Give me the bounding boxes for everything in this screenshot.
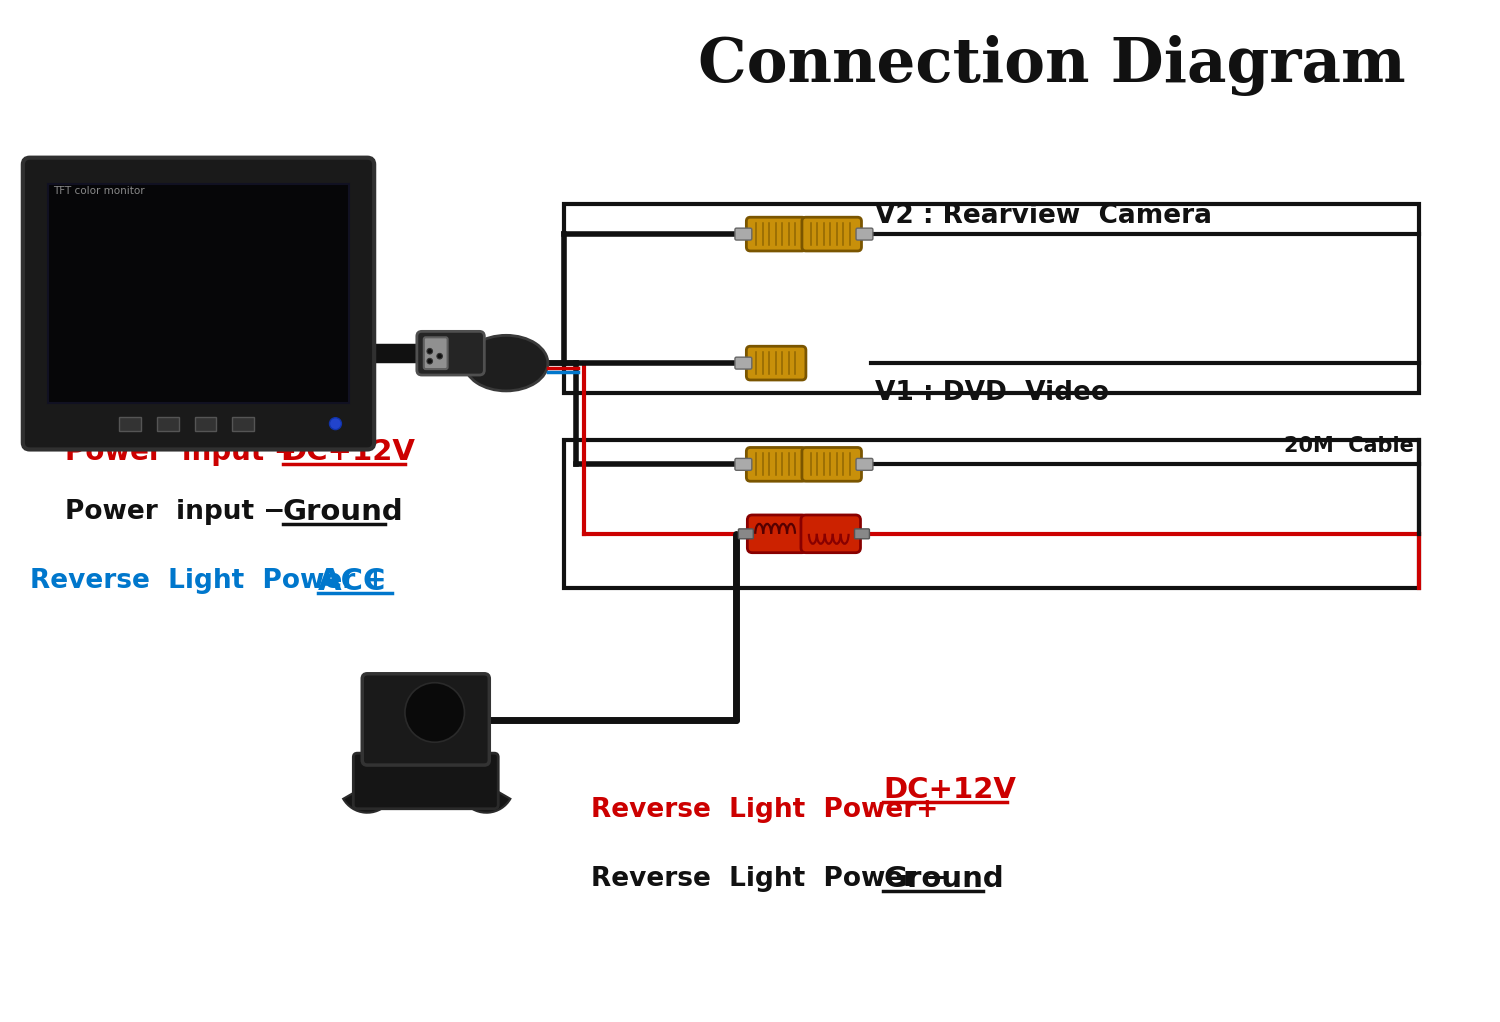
Bar (48, 184, 350, 403)
Text: Reverse  Light  Power +: Reverse Light Power + (30, 568, 386, 595)
Circle shape (444, 690, 448, 694)
FancyBboxPatch shape (417, 331, 484, 375)
Text: Ground: Ground (884, 866, 1004, 893)
Circle shape (432, 686, 436, 691)
Circle shape (416, 693, 454, 733)
FancyBboxPatch shape (747, 218, 806, 251)
Bar (158, 417, 178, 430)
FancyBboxPatch shape (802, 218, 861, 251)
FancyBboxPatch shape (363, 673, 489, 765)
Text: ACC: ACC (318, 567, 386, 596)
FancyBboxPatch shape (22, 157, 374, 450)
Text: V1 : DVD  Video: V1 : DVD Video (876, 380, 1110, 406)
FancyBboxPatch shape (801, 515, 861, 553)
Text: Connection Diagram: Connection Diagram (698, 35, 1406, 96)
Text: V2 : Rearview  Camera: V2 : Rearview Camera (876, 203, 1212, 229)
FancyBboxPatch shape (855, 528, 870, 539)
Bar (564, 204, 1419, 392)
Circle shape (453, 722, 458, 727)
Circle shape (424, 701, 445, 724)
Text: Power  input +: Power input + (64, 438, 297, 466)
Circle shape (411, 698, 417, 703)
FancyBboxPatch shape (735, 228, 752, 240)
Text: Reverse  Light  Power+: Reverse Light Power+ (591, 797, 938, 823)
FancyBboxPatch shape (856, 459, 873, 470)
Bar (232, 417, 254, 430)
Text: 20M  Cable: 20M Cable (1284, 436, 1414, 457)
Text: DC+12V: DC+12V (884, 776, 1016, 804)
Text: Power  input −: Power input − (64, 499, 285, 525)
Text: Ground: Ground (284, 498, 404, 526)
Bar (195, 417, 216, 430)
Circle shape (420, 731, 426, 736)
FancyBboxPatch shape (738, 528, 753, 539)
FancyBboxPatch shape (747, 346, 806, 380)
FancyBboxPatch shape (735, 357, 752, 369)
FancyBboxPatch shape (424, 337, 447, 369)
Circle shape (330, 418, 342, 429)
Text: TFT color monitor: TFT color monitor (53, 186, 144, 196)
FancyBboxPatch shape (747, 448, 806, 481)
FancyBboxPatch shape (802, 448, 861, 481)
Circle shape (444, 731, 448, 736)
Wedge shape (465, 785, 510, 812)
Circle shape (420, 690, 426, 694)
Circle shape (408, 710, 414, 715)
FancyBboxPatch shape (735, 459, 752, 470)
Circle shape (405, 683, 465, 742)
Text: Reverse  Light  Power −: Reverse Light Power − (591, 867, 946, 892)
Circle shape (427, 349, 432, 354)
Circle shape (456, 710, 460, 715)
Circle shape (432, 734, 436, 739)
FancyBboxPatch shape (856, 228, 873, 240)
Bar (118, 417, 141, 430)
Circle shape (436, 354, 442, 359)
Ellipse shape (465, 335, 548, 390)
Circle shape (453, 698, 458, 703)
Circle shape (411, 722, 417, 727)
FancyBboxPatch shape (747, 515, 807, 553)
FancyBboxPatch shape (354, 753, 498, 808)
Wedge shape (344, 785, 388, 812)
Circle shape (429, 707, 439, 717)
Text: DC+12V: DC+12V (284, 438, 416, 466)
Bar (564, 439, 1419, 589)
Circle shape (427, 359, 432, 364)
